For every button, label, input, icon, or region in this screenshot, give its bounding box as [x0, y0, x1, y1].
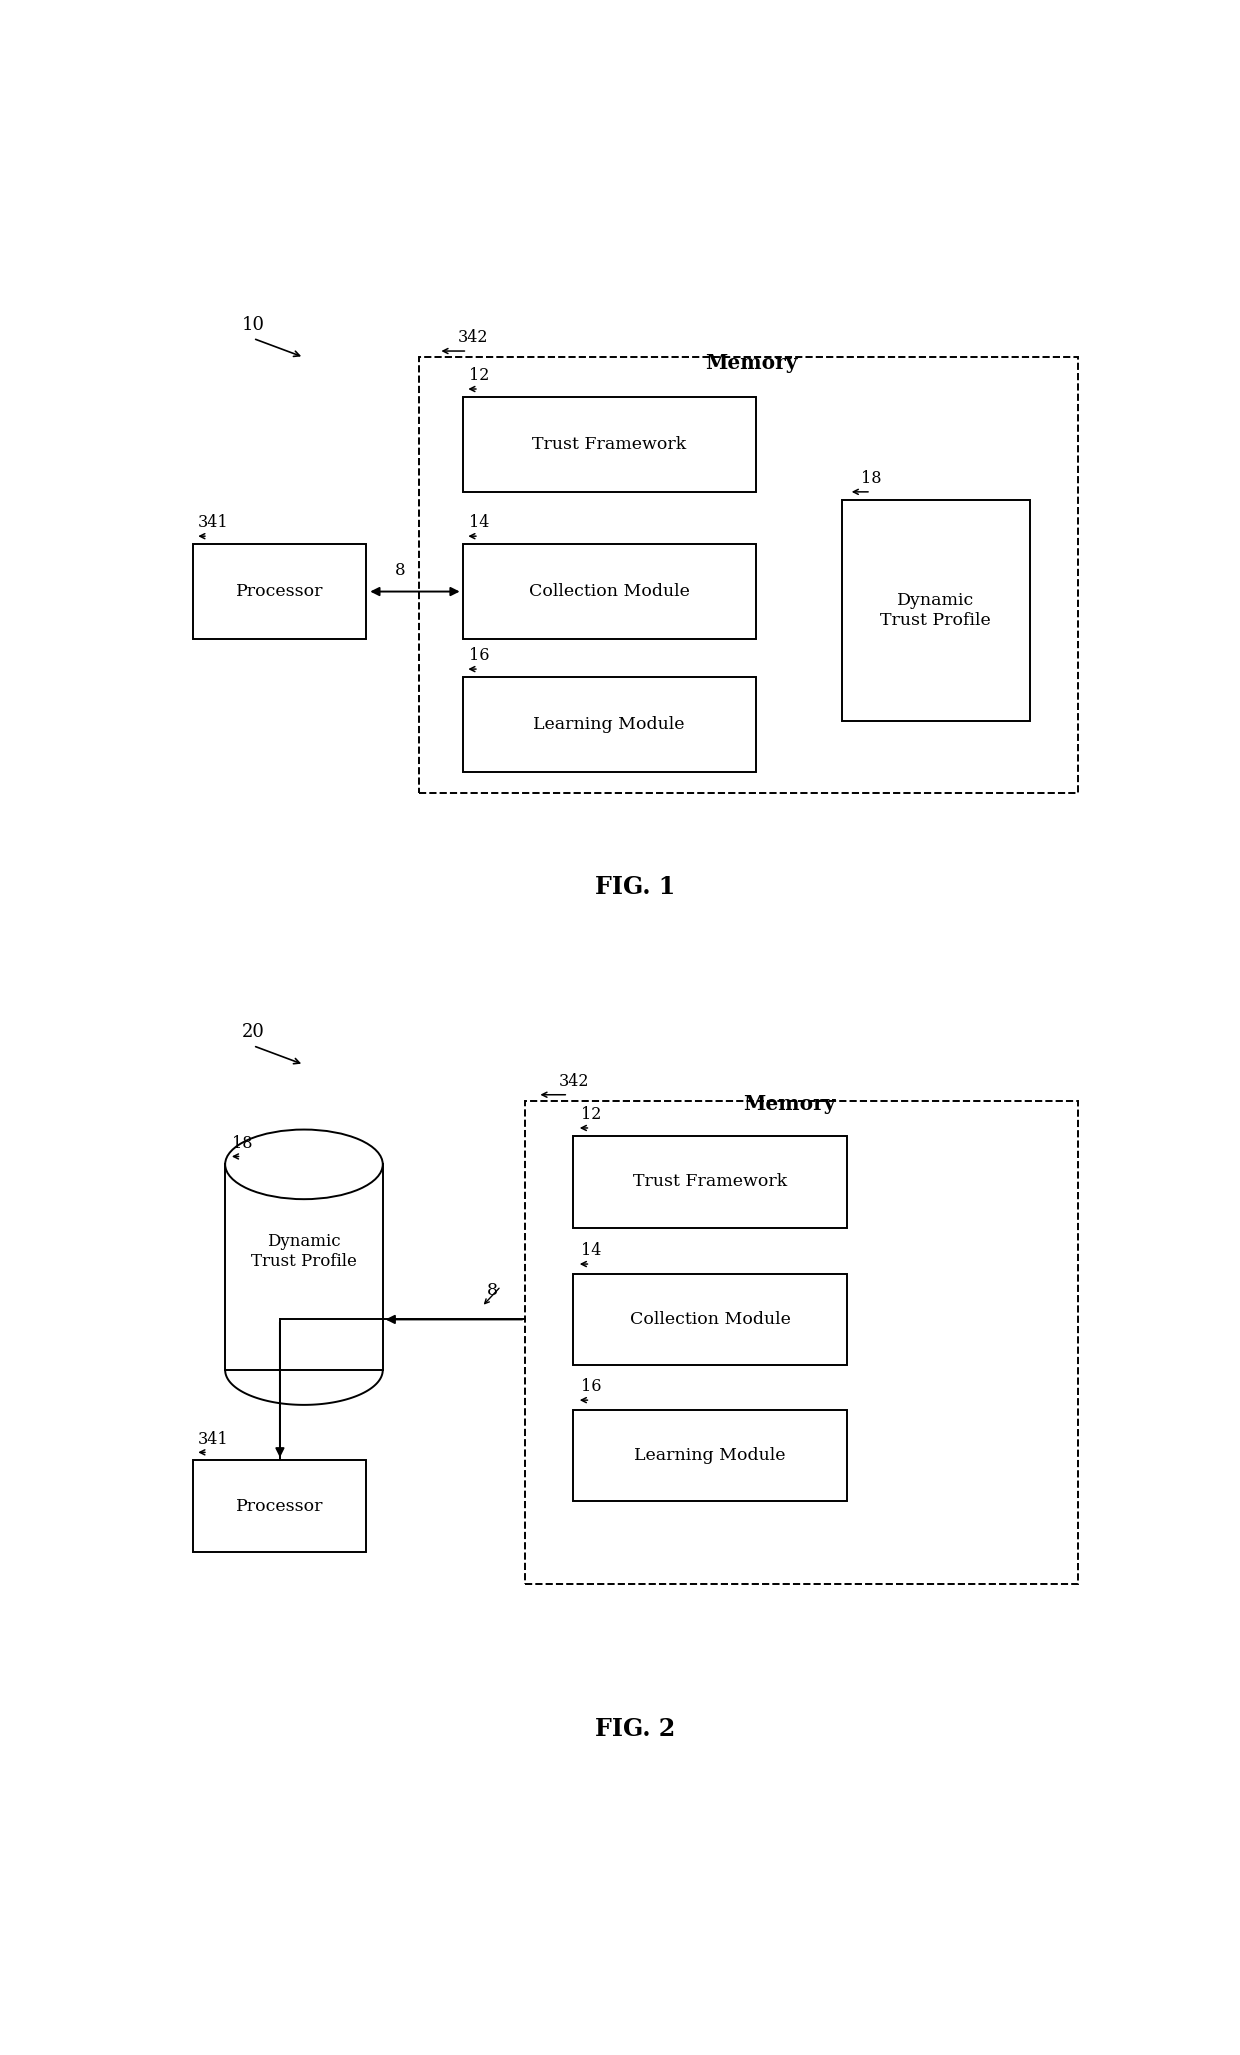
Text: FIG. 1: FIG. 1	[595, 875, 676, 900]
Text: 12: 12	[469, 368, 490, 384]
Text: Processor: Processor	[236, 1498, 324, 1515]
Text: 18: 18	[862, 471, 882, 487]
Ellipse shape	[226, 1130, 383, 1200]
Bar	[463, 397, 755, 491]
Text: 16: 16	[580, 1379, 601, 1395]
Text: Dynamic
Trust Profile: Dynamic Trust Profile	[880, 592, 991, 629]
Bar	[463, 676, 755, 773]
Text: Learning Module: Learning Module	[533, 715, 684, 734]
Text: 8: 8	[486, 1282, 497, 1299]
Text: 10: 10	[242, 316, 264, 333]
Text: Trust Framework: Trust Framework	[632, 1173, 787, 1190]
Text: 14: 14	[580, 1243, 601, 1260]
Text: Memory: Memory	[743, 1093, 836, 1114]
Text: Collection Module: Collection Module	[630, 1311, 790, 1328]
Bar	[193, 545, 367, 639]
Bar	[573, 1410, 847, 1502]
Text: 20: 20	[242, 1023, 264, 1042]
Text: Memory: Memory	[704, 353, 797, 374]
Text: Processor: Processor	[236, 584, 324, 600]
Bar	[419, 358, 1078, 793]
Bar	[226, 1165, 383, 1371]
Bar	[463, 545, 755, 639]
Bar	[842, 499, 1029, 721]
Text: 342: 342	[458, 329, 489, 347]
Bar	[525, 1101, 1078, 1584]
Text: Learning Module: Learning Module	[634, 1447, 786, 1463]
Text: Collection Module: Collection Module	[528, 584, 689, 600]
Text: 12: 12	[580, 1106, 601, 1124]
Text: 342: 342	[558, 1073, 589, 1089]
Bar	[193, 1461, 367, 1552]
Text: 341: 341	[198, 1430, 229, 1447]
Bar	[573, 1274, 847, 1365]
Text: Dynamic
Trust Profile: Dynamic Trust Profile	[250, 1233, 357, 1270]
Text: 18: 18	[232, 1134, 253, 1151]
Text: 341: 341	[198, 514, 229, 532]
Text: FIG. 2: FIG. 2	[595, 1718, 676, 1741]
Bar	[573, 1136, 847, 1227]
Text: Trust Framework: Trust Framework	[532, 436, 686, 452]
Text: 16: 16	[469, 647, 490, 664]
Text: 8: 8	[396, 561, 405, 580]
Text: 14: 14	[469, 514, 490, 532]
